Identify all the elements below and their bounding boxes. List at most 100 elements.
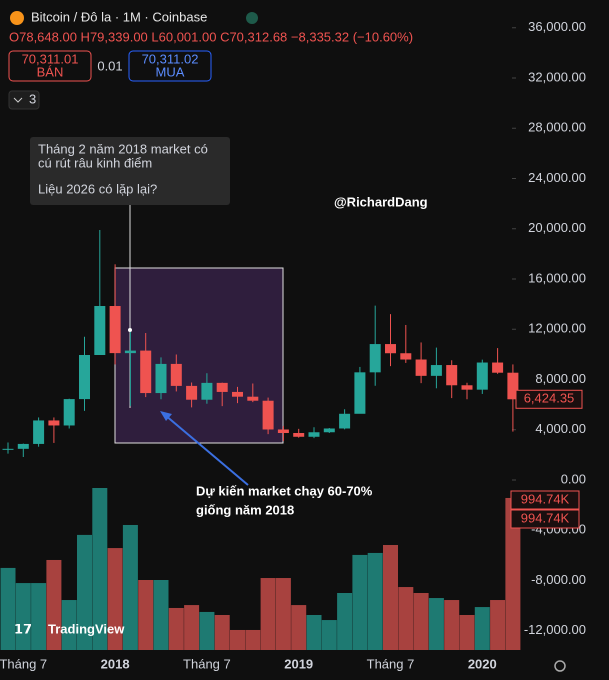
callout-text: Dự kiến market chạy 60-70% bbox=[196, 483, 373, 498]
last-price-box bbox=[515, 389, 583, 409]
volume-bar bbox=[214, 615, 230, 650]
y-tick-label: 4,000.00 bbox=[535, 421, 586, 436]
y-tick-label: -12,000.00 bbox=[524, 622, 586, 637]
candle-body bbox=[446, 365, 458, 386]
candle-body bbox=[323, 428, 335, 433]
spread: 0.01 bbox=[97, 58, 122, 73]
candle-body bbox=[17, 443, 29, 449]
candle-body bbox=[79, 354, 90, 400]
volume-bar bbox=[490, 600, 506, 650]
candle-body bbox=[385, 344, 396, 354]
volume-bar bbox=[398, 587, 414, 650]
volume-bar bbox=[46, 559, 62, 650]
candle-body bbox=[476, 362, 488, 390]
y-tick-label: 36,000.00 bbox=[528, 19, 586, 34]
volume-bar bbox=[138, 580, 154, 650]
candle-body bbox=[170, 363, 182, 386]
volume-bar bbox=[15, 583, 31, 650]
volume-bar bbox=[31, 583, 47, 650]
x-tick-label: 2019 bbox=[284, 656, 313, 671]
volume-bar bbox=[337, 592, 353, 650]
settings-icon[interactable] bbox=[554, 660, 566, 672]
annotation-text: Liệu 2026 có lặp lại? bbox=[38, 181, 157, 196]
candle-body bbox=[308, 432, 320, 437]
y-tick-label: 32,000.00 bbox=[528, 69, 586, 84]
x-tick-label: 2018 bbox=[101, 656, 130, 671]
sell-label: BÁN bbox=[37, 64, 64, 79]
annotation-text: cú rút râu kinh điểm bbox=[38, 155, 152, 170]
volume-bar bbox=[153, 580, 169, 650]
candle-body bbox=[94, 306, 106, 355]
candle-body bbox=[293, 433, 305, 437]
volume-bar bbox=[383, 545, 398, 650]
candle-body bbox=[232, 391, 243, 397]
candle-body bbox=[507, 372, 519, 400]
candle-body bbox=[354, 372, 366, 414]
volume-bar bbox=[428, 598, 444, 650]
sell-button[interactable] bbox=[8, 50, 92, 82]
volume-bar bbox=[168, 607, 184, 650]
indicator-count: 3 bbox=[29, 91, 36, 106]
chevron bbox=[13, 97, 23, 103]
buy-button[interactable] bbox=[128, 50, 212, 82]
volume-bar bbox=[444, 600, 460, 650]
candle-body bbox=[216, 382, 228, 392]
candle-body bbox=[48, 420, 60, 426]
volume-bar bbox=[321, 620, 337, 650]
x-tick-label: Tháng 7 bbox=[183, 656, 231, 671]
volume-bar bbox=[199, 611, 215, 650]
y-tick-label: 28,000.00 bbox=[528, 120, 586, 135]
candle-body bbox=[262, 400, 274, 430]
arrow bbox=[164, 414, 249, 486]
ohlc: O78,648.00 H79,339.00 L60,001.00 C70,312… bbox=[9, 29, 413, 44]
volume-bar bbox=[260, 578, 276, 650]
volume-bar bbox=[367, 552, 383, 650]
btc-icon bbox=[10, 11, 24, 25]
candle-body bbox=[461, 385, 473, 390]
sell-price: 70,311.01 bbox=[22, 51, 79, 66]
symbol: Bitcoin / Đô la · 1M · Coinbase bbox=[31, 9, 207, 24]
volume-label: 994.74K bbox=[521, 510, 570, 525]
candle-body bbox=[369, 344, 381, 373]
candle-body bbox=[109, 306, 121, 354]
candle-body bbox=[33, 420, 45, 444]
y-tick-label: 16,000.00 bbox=[528, 270, 586, 285]
volume-bar bbox=[184, 605, 200, 650]
volume-bar bbox=[306, 615, 322, 650]
indicator-toggle[interactable] bbox=[8, 90, 40, 110]
candle-body bbox=[201, 382, 213, 400]
volume-label-box bbox=[510, 509, 580, 529]
candle-body bbox=[124, 350, 136, 354]
volume-bar bbox=[459, 615, 475, 650]
x-tick-label: 2020 bbox=[468, 656, 497, 671]
y-tick-label: 8,000.00 bbox=[535, 371, 586, 386]
candle-body bbox=[492, 362, 504, 373]
annotation-text: Tháng 2 năm 2018 market có bbox=[38, 141, 208, 156]
volume-label: 994.74K bbox=[521, 491, 570, 506]
logo: 𝟭𝟳 bbox=[14, 621, 32, 636]
volume-bar bbox=[92, 488, 108, 650]
x-tick-label: Tháng 7 bbox=[0, 656, 47, 671]
volume-bar bbox=[505, 497, 521, 650]
y-tick-label: 0.00 bbox=[561, 471, 586, 486]
candle-body bbox=[247, 396, 259, 401]
candle-body bbox=[140, 350, 152, 394]
volume-bar bbox=[245, 629, 261, 650]
candle-body bbox=[415, 359, 427, 376]
volume-label-box bbox=[510, 490, 580, 510]
volume-bar bbox=[77, 534, 92, 650]
volume-bar bbox=[291, 605, 307, 650]
annotation-box bbox=[30, 137, 230, 205]
candle-body bbox=[277, 429, 289, 434]
candle-body bbox=[400, 353, 412, 360]
buy-label: MUA bbox=[156, 64, 185, 79]
candle-body bbox=[63, 399, 75, 426]
volume-bar bbox=[230, 629, 245, 650]
watermark: @RichardDang bbox=[334, 194, 428, 209]
volume-bar bbox=[474, 607, 490, 650]
y-tick-label: 12,000.00 bbox=[528, 321, 586, 336]
arrow-head bbox=[160, 411, 172, 421]
x-tick-label: Tháng 7 bbox=[367, 656, 415, 671]
candle-body bbox=[339, 413, 351, 429]
volume-bar bbox=[107, 548, 123, 650]
